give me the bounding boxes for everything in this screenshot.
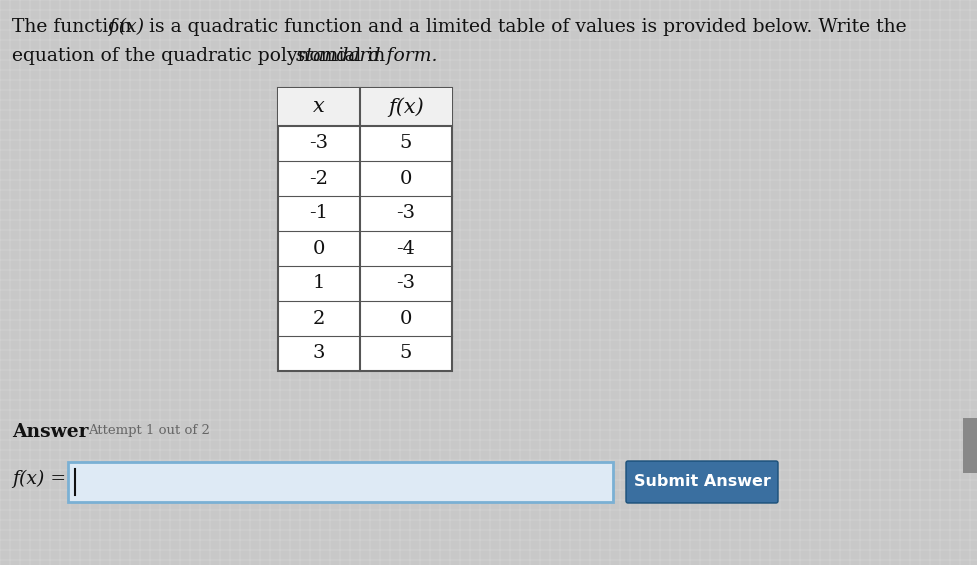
Bar bbox=[278, 88, 452, 371]
Text: 5: 5 bbox=[400, 345, 412, 363]
Text: 5: 5 bbox=[400, 134, 412, 153]
Bar bbox=[963, 418, 977, 473]
Text: equation of the quadratic polynomial in: equation of the quadratic polynomial in bbox=[12, 47, 391, 65]
Text: Attempt 1 out of 2: Attempt 1 out of 2 bbox=[88, 424, 210, 437]
Text: 2: 2 bbox=[313, 310, 325, 328]
Bar bbox=[68, 462, 613, 502]
Text: Submit Answer: Submit Answer bbox=[633, 475, 771, 489]
Text: f(x) =: f(x) = bbox=[12, 470, 66, 488]
Text: x: x bbox=[313, 98, 325, 116]
Text: -3: -3 bbox=[397, 275, 415, 293]
Text: -3: -3 bbox=[310, 134, 328, 153]
Text: -4: -4 bbox=[397, 240, 415, 258]
Text: The function: The function bbox=[12, 18, 138, 36]
Text: 0: 0 bbox=[400, 170, 412, 188]
Text: 3: 3 bbox=[313, 345, 325, 363]
Text: 0: 0 bbox=[313, 240, 325, 258]
Text: -3: -3 bbox=[397, 205, 415, 223]
Text: -2: -2 bbox=[310, 170, 328, 188]
FancyBboxPatch shape bbox=[626, 461, 778, 503]
Text: Answer: Answer bbox=[12, 423, 89, 441]
Text: f (x): f (x) bbox=[108, 18, 145, 36]
Text: 0: 0 bbox=[400, 310, 412, 328]
Text: f(x): f(x) bbox=[388, 97, 424, 117]
Text: -1: -1 bbox=[310, 205, 328, 223]
Text: 1: 1 bbox=[313, 275, 325, 293]
Text: is a quadratic function and a limited table of values is provided below. Write t: is a quadratic function and a limited ta… bbox=[143, 18, 907, 36]
Text: standard form.: standard form. bbox=[296, 47, 438, 65]
Bar bbox=[278, 88, 452, 126]
